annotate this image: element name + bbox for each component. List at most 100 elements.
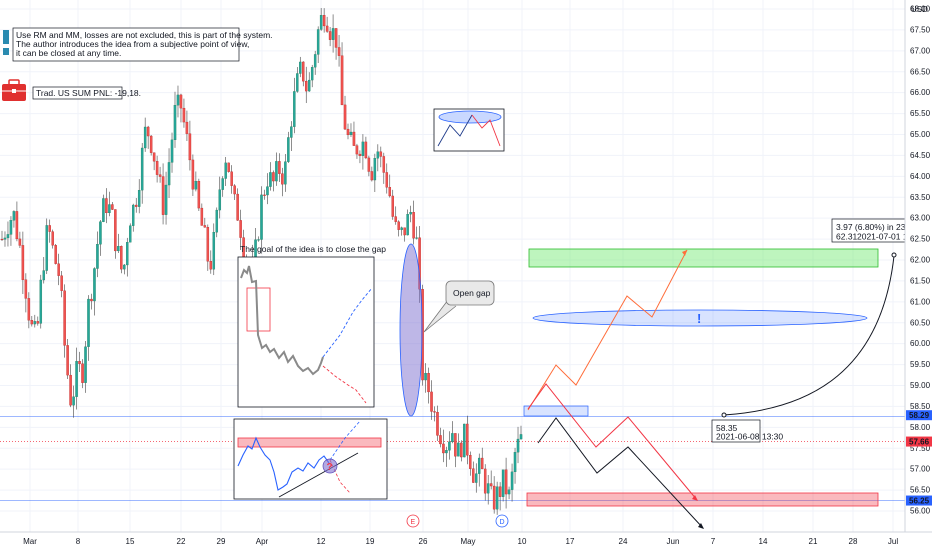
candle-body <box>370 171 374 181</box>
candle-body <box>340 55 344 106</box>
anchor-price: 58.35 <box>716 423 738 433</box>
candle-body <box>167 162 171 186</box>
candle-body <box>367 157 371 172</box>
candle-body <box>296 73 299 92</box>
candle-body <box>394 216 397 222</box>
gap-callout[interactable] <box>445 280 495 306</box>
candle-body <box>78 361 81 364</box>
candle-body <box>117 246 120 252</box>
candle-body <box>510 471 514 490</box>
candle-body <box>343 104 347 130</box>
candle-body <box>179 94 183 109</box>
x-tick-label: 28 <box>849 537 858 546</box>
y-axis-ticks: 68.00 67.50 67.00 66.50 66.00 65.50 65.00 64.50… <box>910 5 931 516</box>
candle-body <box>504 469 508 495</box>
candle-body <box>146 126 150 137</box>
candle-body <box>519 434 523 440</box>
candle-body <box>498 486 502 497</box>
candle-body <box>260 194 263 240</box>
event-marker-earnings[interactable] <box>406 514 420 528</box>
candle-body <box>472 468 475 483</box>
candle-body <box>331 28 335 40</box>
y-tick-label: 62.00 <box>910 256 931 265</box>
gap-callout-text: Open gap <box>453 288 491 298</box>
candle-body <box>412 212 415 239</box>
y-tick-label: 65.50 <box>910 109 931 118</box>
pnl-text: Trad. US SUM PNL: -19,18. <box>36 88 141 98</box>
x-tick-label: Jul <box>888 537 898 546</box>
y-tick-label: 58.50 <box>910 402 931 411</box>
stop-zone-red[interactable] <box>526 492 879 507</box>
disclaimer-line-1: Use RM and MM, losses are not excluded, … <box>16 30 273 40</box>
candle-body <box>72 396 75 406</box>
price-badge-label: 58.29 <box>909 411 930 420</box>
y-tick-label: 59.00 <box>910 381 931 390</box>
candle-body <box>33 321 37 325</box>
candle-body <box>361 141 365 156</box>
candle-body <box>325 25 329 32</box>
candle-body <box>176 94 180 106</box>
candle-body <box>266 186 269 196</box>
candle-body <box>337 47 341 56</box>
candle-body <box>191 159 195 190</box>
candle-body <box>376 151 380 159</box>
candle-body <box>406 214 409 236</box>
arrow-orange <box>682 250 687 256</box>
y-tick-label: 67.00 <box>910 46 931 55</box>
y-tick-label: 65.00 <box>910 130 931 139</box>
time-axis[interactable] <box>0 532 932 550</box>
candle-body <box>185 121 189 134</box>
candle-body <box>105 198 108 214</box>
y-tick-label: 64.50 <box>910 151 931 160</box>
disclaimer[interactable]: Use RM and MM, losses are not excluded, … <box>3 27 273 62</box>
candle-body <box>385 172 389 188</box>
exclamation-mark: ! <box>697 311 701 326</box>
y-tick-label: 66.50 <box>910 67 931 76</box>
event-marker-dividend[interactable] <box>495 514 509 528</box>
y-tick-label: 64.00 <box>910 172 931 181</box>
candle-body <box>164 184 168 215</box>
arrow-red <box>692 495 698 501</box>
anchor-label-box <box>711 419 761 443</box>
candle-body <box>114 209 117 252</box>
candle-body <box>129 225 132 243</box>
candle-body <box>322 15 326 27</box>
inset-gap-goal[interactable]: The goal of the idea is to close the gap <box>237 244 386 408</box>
candle-body <box>334 28 338 48</box>
candle-body <box>158 174 162 177</box>
candle-body <box>120 246 123 270</box>
candle-body <box>149 135 153 153</box>
x-axis-ticks: Mar 8 15 22 29 Apr 12 19 26 May 10 17 24 Jun 7 14 21 28 Ju… <box>23 537 898 546</box>
y-tick-label: 67.50 <box>910 25 931 34</box>
anchor-date: 2021-06-08 13:30 <box>716 432 783 442</box>
measure-start-dot[interactable] <box>721 412 727 418</box>
x-tick-label: 24 <box>619 537 628 546</box>
candle-body <box>391 195 394 217</box>
inset-sketch[interactable] <box>433 108 505 152</box>
candle-body <box>480 457 484 470</box>
entry-zone-blue[interactable] <box>523 405 589 417</box>
candles <box>0 8 523 515</box>
x-tick-label: Jun <box>667 537 680 546</box>
candle-body <box>475 473 478 483</box>
candle-body <box>15 211 19 240</box>
candle-body <box>42 270 46 281</box>
candle-body <box>507 489 511 495</box>
disclaimer-line-2: The author introduces the idea from a su… <box>16 39 249 49</box>
candle-body <box>123 264 126 270</box>
candle-body <box>36 321 40 324</box>
candle-body <box>84 346 87 383</box>
candle-body <box>442 443 445 454</box>
target-zone-green[interactable] <box>528 248 879 268</box>
pnl-box <box>32 86 123 100</box>
candle-body <box>137 190 141 207</box>
y-tick-label: 66.00 <box>910 88 931 97</box>
measure-end-dot[interactable] <box>891 252 897 258</box>
candle-body <box>513 452 517 473</box>
candle-body <box>302 61 305 82</box>
candle-body <box>3 237 7 240</box>
inset-wedge[interactable]: ? <box>233 418 388 500</box>
price-badge-label: 56.25 <box>909 497 930 506</box>
gap-ellipse[interactable] <box>399 243 423 417</box>
